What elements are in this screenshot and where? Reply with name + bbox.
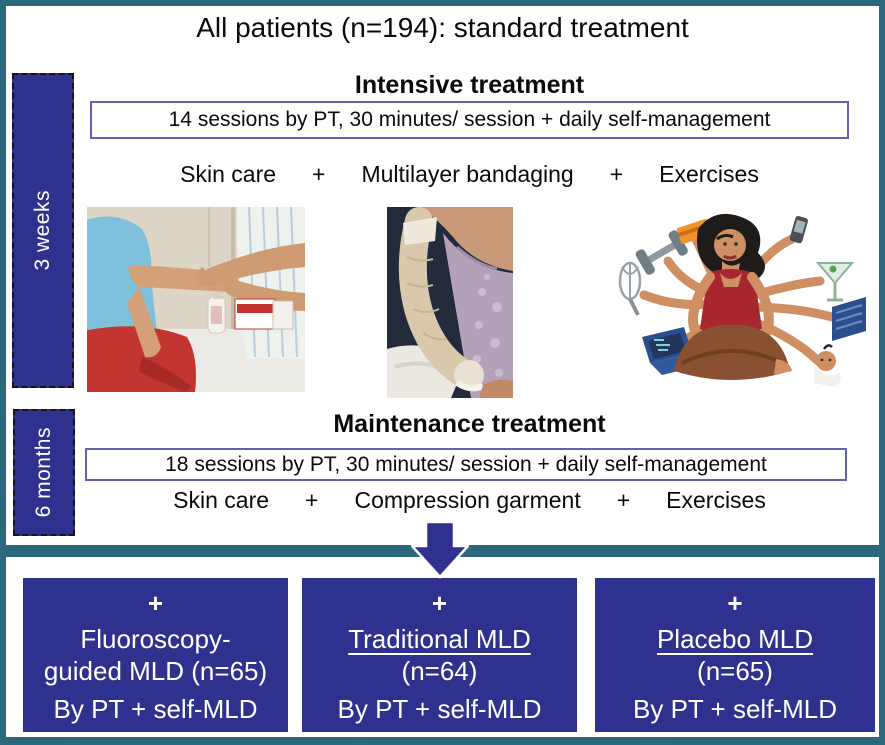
- maintenance-sessions-box: 18 sessions by PT, 30 minutes/ session +…: [85, 448, 847, 481]
- duration-label: 3 weeks: [31, 190, 54, 271]
- arm-name-line1: Fluoroscopy-: [80, 624, 231, 655]
- multilayer-bandaging-photo: [387, 207, 513, 398]
- arm-box-fluoroscopy-guided-mld: + Fluoroscopy- guided MLD (n=65) By PT +…: [23, 578, 288, 732]
- maintenance-treatment-heading: Maintenance treatment: [333, 410, 606, 438]
- component-label: Multilayer bandaging: [361, 161, 574, 187]
- plus-sign: +: [609, 161, 624, 187]
- component-label: Skin care: [173, 487, 270, 513]
- diagram-title: All patients (n=194): standard treatment: [196, 12, 689, 43]
- plus-sign: +: [147, 588, 164, 618]
- arm-name: Fluoroscopy- guided MLD (n=65): [44, 624, 267, 687]
- component-label: Skin care: [180, 161, 277, 187]
- arm-delivery: By PT + self-MLD: [337, 694, 542, 724]
- maintenance-components-row: Skin care + Compression garment + Exerci…: [90, 487, 849, 514]
- arm-delivery: By PT + self-MLD: [53, 694, 258, 724]
- intensive-components-row: Skin care + Multilayer bandaging + Exerc…: [90, 161, 849, 188]
- intensive-sessions-box: 14 sessions by PT, 30 minutes/ session +…: [90, 101, 849, 139]
- arm-name-line1: Traditional MLD: [348, 624, 531, 655]
- plus-sign: +: [431, 588, 448, 618]
- arm-name-line1: Placebo MLD: [656, 624, 814, 655]
- duration-bar-6-months: 6 months: [13, 409, 75, 536]
- arm-name: Placebo MLD (n=65): [657, 624, 813, 687]
- arm-box-traditional-mld: + Traditional MLD (n=64) By PT + self-ML…: [302, 578, 577, 732]
- plus-sign: +: [727, 588, 743, 618]
- multitasking-exercises-illustration: [570, 211, 875, 390]
- duration-bar-3-weeks: 3 weeks: [12, 73, 74, 388]
- plus-sign: +: [616, 487, 631, 513]
- arm-box-placebo-mld: + Placebo MLD (n=65) By PT + self-MLD: [595, 578, 875, 732]
- duration-label: 6 months: [32, 427, 55, 518]
- arm-name: Traditional MLD (n=64): [348, 624, 531, 687]
- intensive-treatment-heading: Intensive treatment: [354, 71, 585, 99]
- arm-name-line2: guided MLD (n=65): [43, 656, 268, 686]
- component-label: Exercises: [666, 487, 766, 513]
- skin-care-photo: [87, 207, 305, 392]
- arm-name-line2: (n=64): [401, 656, 478, 686]
- arm-name-line2: (n=65): [697, 656, 773, 686]
- arm-delivery: By PT + self-MLD: [633, 694, 837, 724]
- down-arrow-icon: [409, 520, 471, 579]
- plus-sign: +: [305, 487, 319, 513]
- component-label: Exercises: [659, 161, 759, 187]
- component-label: Compression garment: [354, 487, 581, 513]
- plus-sign: +: [312, 161, 326, 187]
